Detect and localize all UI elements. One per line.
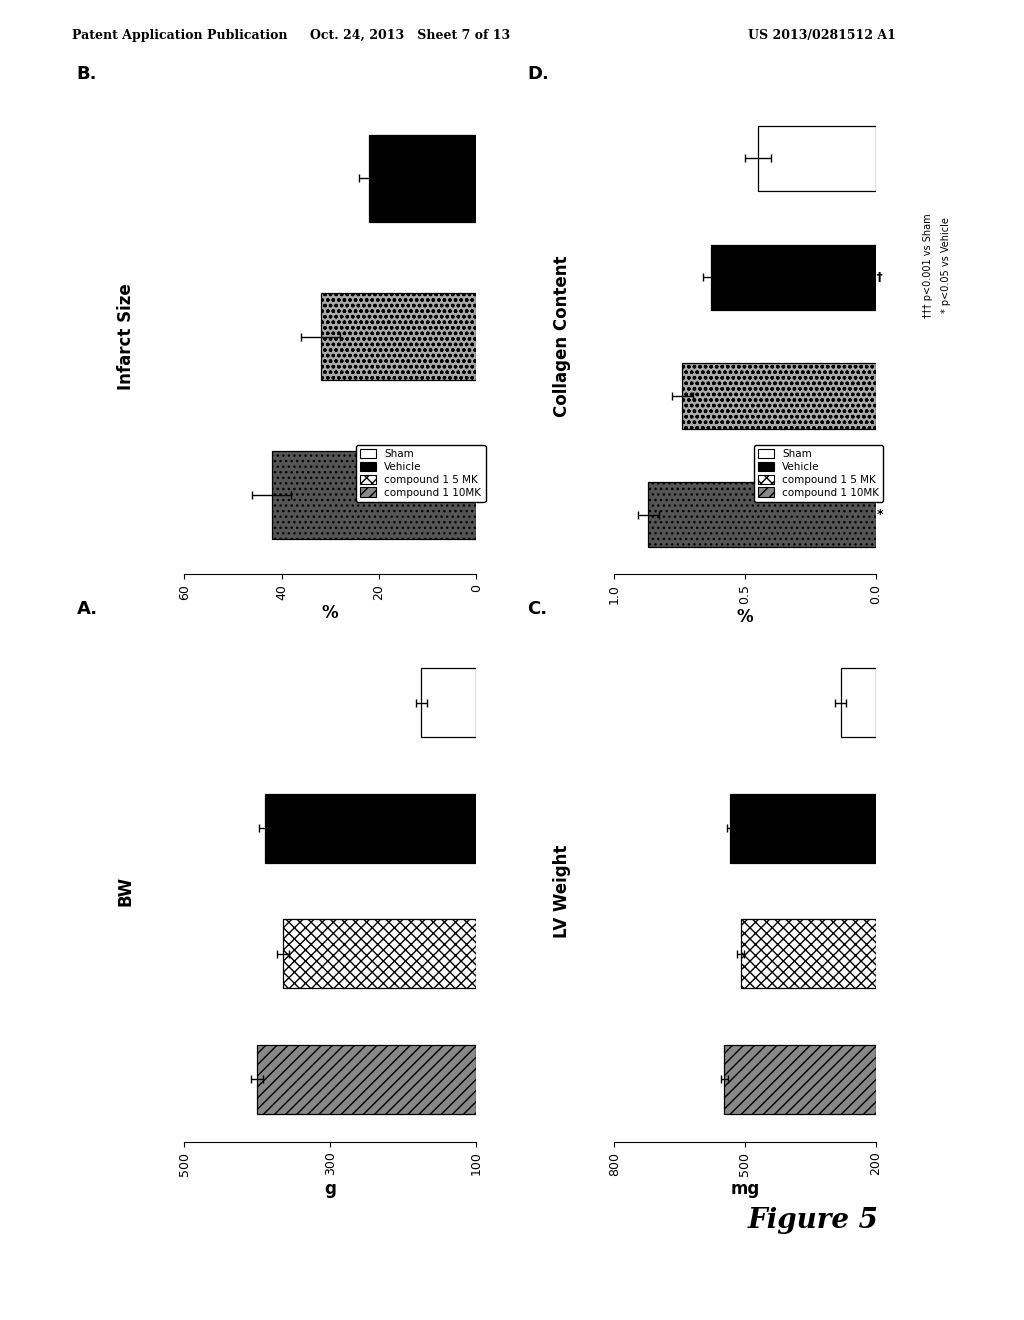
X-axis label: %: %	[736, 609, 754, 626]
Bar	[758, 125, 876, 191]
Text: * p<0.05 vs Vehicle: * p<0.05 vs Vehicle	[941, 218, 951, 313]
X-axis label: g: g	[325, 1180, 336, 1197]
Text: Patent Application Publication: Patent Application Publication	[72, 29, 287, 42]
Bar	[257, 1044, 476, 1114]
Text: LV Weight: LV Weight	[553, 845, 571, 937]
Bar	[321, 293, 476, 380]
Bar	[264, 793, 476, 863]
Text: Oct. 24, 2013   Sheet 7 of 13: Oct. 24, 2013 Sheet 7 of 13	[309, 29, 510, 42]
Text: Collagen Content: Collagen Content	[553, 256, 571, 417]
Text: C.: C.	[527, 599, 548, 618]
X-axis label: mg: mg	[730, 1180, 760, 1197]
Text: Figure 5: Figure 5	[748, 1208, 879, 1234]
Bar	[369, 135, 476, 222]
Bar	[841, 668, 876, 738]
Legend: Sham, Vehicle, compound 1 5 MK, compound 1 10MK: Sham, Vehicle, compound 1 5 MK, compound…	[754, 445, 884, 502]
Bar	[283, 919, 476, 989]
Bar	[271, 451, 476, 539]
Text: US 2013/0281512 A1: US 2013/0281512 A1	[748, 29, 895, 42]
Bar	[711, 244, 876, 310]
X-axis label: %: %	[322, 605, 339, 622]
Text: Infarct Size: Infarct Size	[117, 284, 135, 389]
Legend: Sham, Vehicle, compound 1 5 MK, compound 1 10MK: Sham, Vehicle, compound 1 5 MK, compound…	[356, 445, 485, 502]
Text: ††† p<0.001 vs Sham: ††† p<0.001 vs Sham	[923, 213, 933, 318]
Text: B.: B.	[77, 65, 97, 83]
Text: D.: D.	[527, 65, 549, 83]
Bar	[740, 919, 876, 989]
Bar	[724, 1044, 876, 1114]
Text: *: *	[877, 508, 884, 521]
Bar	[648, 482, 876, 548]
Text: A.: A.	[77, 599, 98, 618]
Bar	[730, 793, 876, 863]
Text: †††: †††	[864, 271, 884, 284]
Bar	[682, 363, 876, 429]
Bar	[422, 668, 476, 738]
Text: BW: BW	[117, 876, 135, 906]
